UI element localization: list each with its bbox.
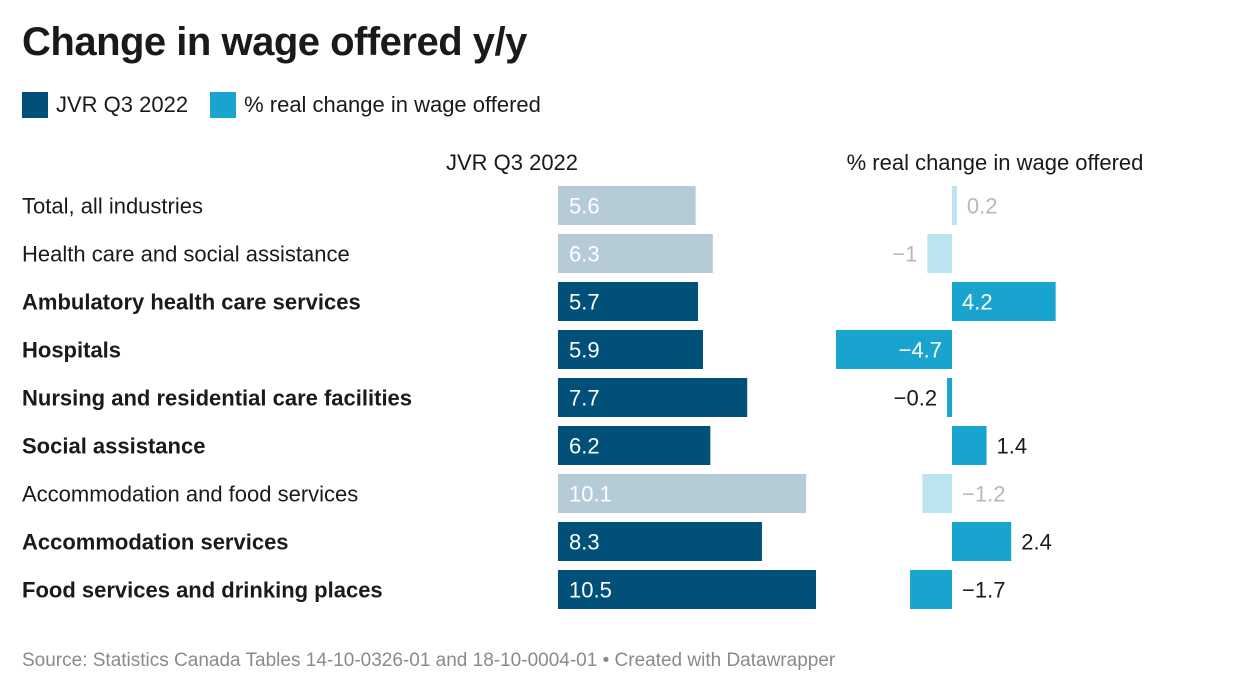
bar-label-wage-change: −1.2 [962,482,1005,507]
bar-wage-change [947,378,952,417]
category-label: Accommodation and food services [22,482,358,507]
category-label: Hospitals [22,338,121,363]
category-label: Nursing and residential care facilities [22,386,412,411]
bar-label-wage-change: 2.4 [1021,530,1052,555]
bar-jvr [558,234,713,273]
category-label: Ambulatory health care services [22,290,361,315]
bar-jvr [558,282,699,321]
bar-label-wage-change: −0.2 [894,386,937,411]
legend-label-jvr: JVR Q3 2022 [56,92,189,117]
bar-label-jvr: 6.2 [569,434,600,459]
column-header-jvr: JVR Q3 2022 [446,150,578,175]
bar-wage-change [952,186,957,225]
bar-label-jvr: 7.7 [569,386,600,411]
bar-label-jvr: 5.7 [569,290,600,315]
bar-wage-change [952,522,1012,561]
bar-chart: JVR Q3 2022 % real change in wage offered… [22,150,1144,609]
legend-label-wage-change: % real change in wage offered [244,92,541,117]
bar-wage-change [952,426,987,465]
bar-label-wage-change: −1.7 [962,578,1005,603]
bar-label-jvr: 5.6 [569,194,600,219]
legend-item-wage-change: % real change in wage offered [210,92,541,118]
bar-label-jvr: 5.9 [569,338,600,363]
bar-wage-change [836,330,952,369]
bar-label-jvr: 10.1 [569,482,612,507]
bar-jvr [558,186,696,225]
source-note: Source: Statistics Canada Tables 14-10-0… [22,650,836,671]
bar-wage-change [952,282,1056,321]
legend-item-jvr: JVR Q3 2022 [22,92,188,118]
bar-wage-change [922,474,952,513]
column-header-wage-change: % real change in wage offered [847,150,1144,175]
legend: JVR Q3 2022 % real change in wage offere… [22,92,563,118]
bar-label-wage-change: 0.2 [967,194,998,219]
category-label: Total, all industries [22,194,203,219]
bar-jvr [558,426,711,465]
category-label: Social assistance [22,434,205,459]
bar-jvr [558,570,816,609]
bar-wage-change [927,234,952,273]
bar-label-wage-change: 4.2 [962,290,993,315]
bar-jvr [558,522,762,561]
bar-label-jvr: 6.3 [569,242,600,267]
chart-title: Change in wage offered y/y [22,20,527,64]
category-label: Food services and drinking places [22,578,383,603]
bar-label-wage-change: 1.4 [997,434,1028,459]
bar-jvr [558,474,807,513]
legend-swatch-wage-change [210,92,237,118]
bar-jvr [558,378,748,417]
category-label: Health care and social assistance [22,242,350,267]
legend-swatch-jvr [22,92,48,118]
bar-jvr [558,330,703,369]
bar-label-wage-change: −1 [892,242,917,267]
bar-label-jvr: 10.5 [569,578,612,603]
bar-label-wage-change: −4.7 [899,338,942,363]
category-label: Accommodation services [22,530,289,555]
bar-label-jvr: 8.3 [569,530,600,555]
bar-wage-change [910,570,952,609]
